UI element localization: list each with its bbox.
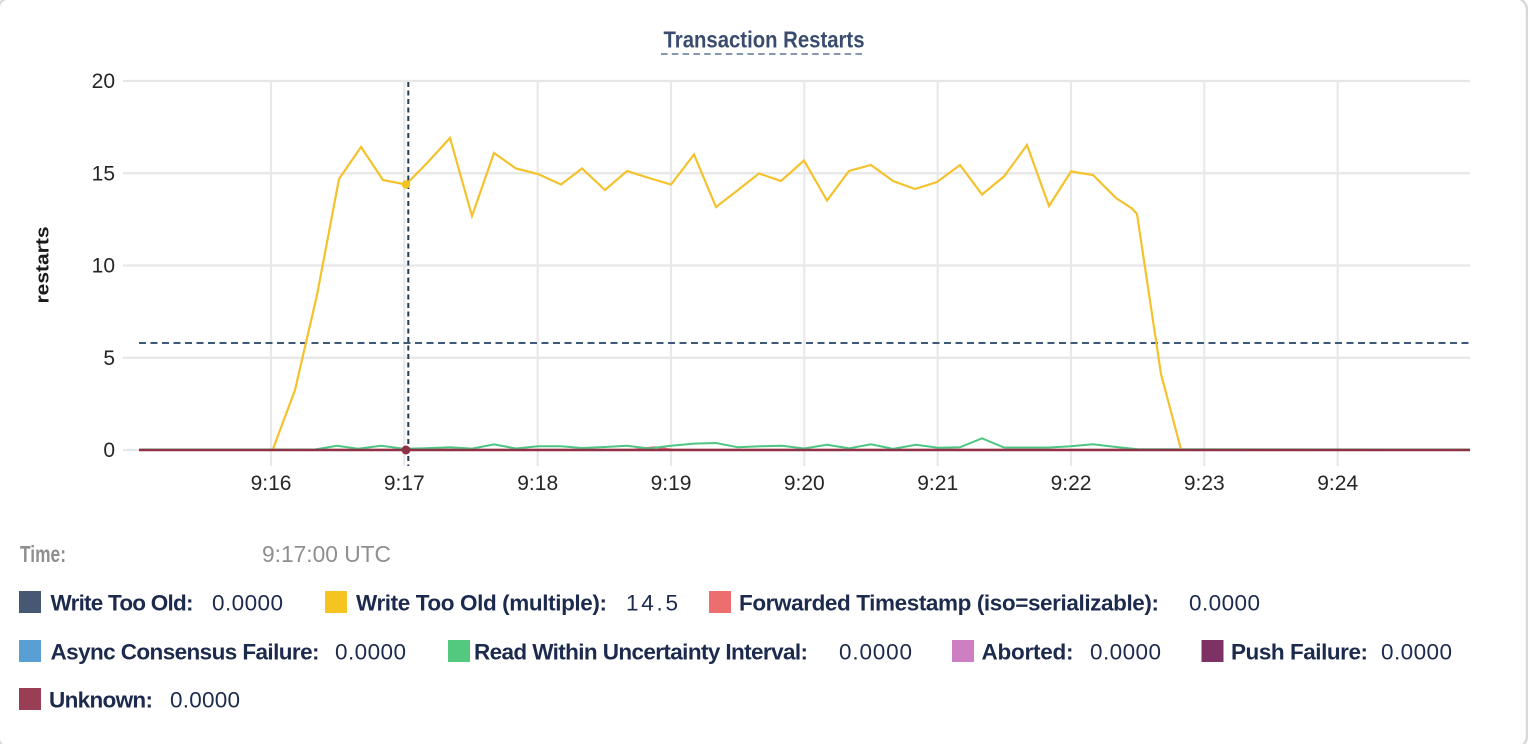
svg-text:Push Failure:: Push Failure: xyxy=(1231,640,1368,665)
svg-text:9:20: 9:20 xyxy=(784,472,825,495)
svg-text:14.5: 14.5 xyxy=(626,591,678,616)
svg-text:9:23: 9:23 xyxy=(1184,472,1225,495)
svg-text:0.0000: 0.0000 xyxy=(170,688,240,713)
svg-text:0.0000: 0.0000 xyxy=(1381,640,1452,665)
svg-text:10: 10 xyxy=(92,255,115,278)
svg-text:0.0000: 0.0000 xyxy=(212,591,283,616)
svg-text:15: 15 xyxy=(92,162,115,185)
svg-text:20: 20 xyxy=(92,70,115,93)
svg-text:0: 0 xyxy=(103,439,115,462)
svg-text:0.0000: 0.0000 xyxy=(1189,591,1260,616)
svg-text:9:17:00 UTC: 9:17:00 UTC xyxy=(262,541,391,567)
svg-text:0.0000: 0.0000 xyxy=(335,640,406,665)
svg-text:Write Too Old (multiple):: Write Too Old (multiple): xyxy=(356,591,607,616)
svg-text:9:19: 9:19 xyxy=(651,472,692,495)
svg-text:Async Consensus Failure:: Async Consensus Failure: xyxy=(51,640,320,665)
svg-text:Forwarded Timestamp (iso=seria: Forwarded Timestamp (iso=serializable): xyxy=(739,591,1159,616)
svg-text:9:21: 9:21 xyxy=(917,472,958,495)
svg-text:restarts: restarts xyxy=(33,227,53,304)
svg-text:9:22: 9:22 xyxy=(1051,472,1092,495)
svg-text:Read Within Uncertainty Interv: Read Within Uncertainty Interval: xyxy=(474,640,808,665)
svg-text:Unknown:: Unknown: xyxy=(49,688,153,713)
svg-text:9:16: 9:16 xyxy=(251,472,292,495)
svg-text:0.0000: 0.0000 xyxy=(839,640,912,665)
svg-text:9:18: 9:18 xyxy=(517,472,558,495)
svg-text:Time:: Time: xyxy=(20,541,66,567)
svg-text:0.0000: 0.0000 xyxy=(1090,640,1161,665)
svg-text:5: 5 xyxy=(103,347,115,370)
svg-text:9:24: 9:24 xyxy=(1317,472,1358,495)
svg-text:Transaction Restarts: Transaction Restarts xyxy=(664,27,865,53)
svg-text:Write Too Old:: Write Too Old: xyxy=(51,591,194,616)
svg-text:9:17: 9:17 xyxy=(384,472,425,495)
svg-text:Aborted:: Aborted: xyxy=(982,640,1074,665)
